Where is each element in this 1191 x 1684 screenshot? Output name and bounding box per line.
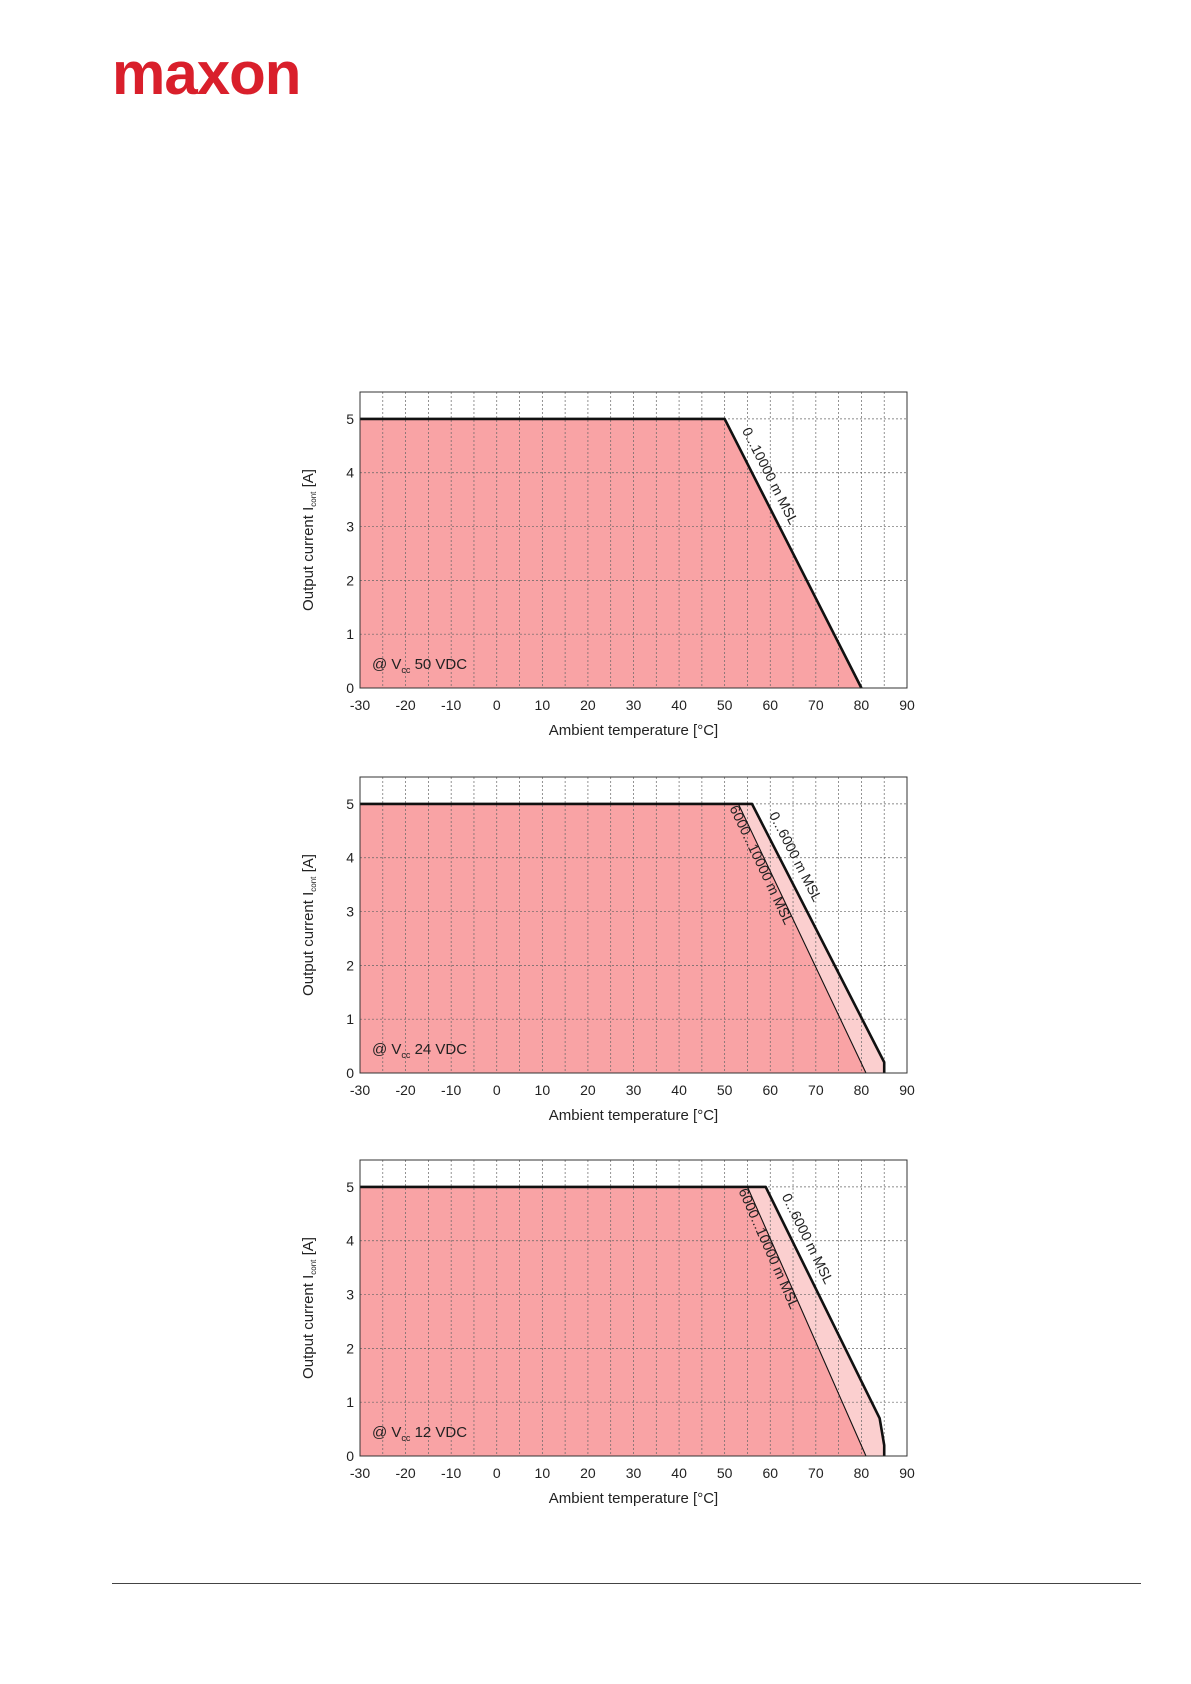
- series-line-1: [360, 1186, 867, 1457]
- x-tick-label: -20: [395, 1465, 415, 1481]
- x-tick-label: 90: [899, 1465, 915, 1481]
- x-tick-label: 0: [493, 1082, 501, 1098]
- x-tick-label: -20: [395, 697, 415, 713]
- x-tick-label: 20: [580, 697, 596, 713]
- x-tick-label: 40: [671, 1465, 687, 1481]
- y-tick-label: 4: [346, 1233, 354, 1249]
- y-tick-label: 1: [346, 1394, 354, 1410]
- y-tick-label: 4: [346, 465, 354, 481]
- y-tick-label: 5: [346, 796, 354, 812]
- y-tick-label: 0: [346, 1065, 354, 1081]
- plot-frame: [359, 776, 908, 1074]
- x-tick-label: 60: [762, 1082, 778, 1098]
- x-tick-label: 60: [762, 1465, 778, 1481]
- x-tick-label: 70: [808, 1465, 824, 1481]
- supply-voltage-annotation: @ Vcc 24 VDC: [372, 1041, 467, 1060]
- y-tick-label: 2: [346, 957, 354, 973]
- x-tick-label: 20: [580, 1465, 596, 1481]
- area-fill-series-1: [360, 1186, 866, 1456]
- x-tick-label: -30: [350, 1082, 370, 1098]
- x-tick-label: -20: [395, 1082, 415, 1098]
- supply-voltage-annotation: @ Vcc 12 VDC: [372, 1424, 467, 1443]
- x-tick-label: 0: [493, 1465, 501, 1481]
- x-tick-label: 10: [535, 1465, 551, 1481]
- derating-chart-50vdc: -30 -20 -10 0 10 20 30 40 50 60 70 80 90 0 1 2 3 4 5 Ambien…: [300, 391, 915, 739]
- y-tick-label: 4: [346, 850, 354, 866]
- footer-divider: [112, 1583, 1141, 1584]
- maxon-logo: maxon: [112, 40, 301, 107]
- x-tick-label: 50: [717, 1082, 733, 1098]
- supply-voltage-annotation: @ Vcc 50 VDC: [372, 656, 467, 675]
- x-axis-label: Ambient temperature [°C]: [549, 1490, 718, 1507]
- x-axis-label: Ambient temperature [°C]: [549, 722, 718, 739]
- x-tick-label: -10: [441, 697, 461, 713]
- x-tick-label: 30: [626, 1082, 642, 1098]
- derating-chart-24vdc: -30 -20 -10 0 10 20 30 40 50 60 70 80 90 0 1 2 3 4 5 Ambien…: [300, 776, 915, 1124]
- y-tick-label: 1: [346, 626, 354, 642]
- y-tick-label: 5: [346, 1179, 354, 1195]
- x-tick-label: 50: [717, 1465, 733, 1481]
- y-tick-label: 5: [346, 411, 354, 427]
- x-tick-label: 30: [626, 697, 642, 713]
- x-tick-label: 0: [493, 697, 501, 713]
- series-line-0: [360, 417, 863, 689]
- x-tick-label: 40: [671, 1082, 687, 1098]
- x-tick-label: 90: [899, 1082, 915, 1098]
- derating-chart-12vdc: -30 -20 -10 0 10 20 30 40 50 60 70 80 90 0 1 2 3 4 5 Ambien…: [300, 1159, 915, 1507]
- x-tick-label: 60: [762, 697, 778, 713]
- x-axis-label: Ambient temperature [°C]: [549, 1107, 718, 1124]
- y-axis-label: Output current Icont [A]: [300, 1237, 318, 1379]
- x-tick-label: 90: [899, 697, 915, 713]
- y-axis-label: Output current Icont [A]: [300, 469, 318, 611]
- x-tick-label: 30: [626, 1465, 642, 1481]
- y-tick-label: 0: [346, 680, 354, 696]
- y-tick-label: 1: [346, 1011, 354, 1027]
- x-tick-label: -10: [441, 1082, 461, 1098]
- x-tick-label: 10: [535, 697, 551, 713]
- x-tick-label: -30: [350, 697, 370, 713]
- x-tick-label: -10: [441, 1465, 461, 1481]
- plot-frame: [359, 1159, 908, 1457]
- x-tick-label: 80: [854, 1465, 870, 1481]
- y-axis-label: Output current Icont [A]: [300, 854, 318, 996]
- x-tick-label: 20: [580, 1082, 596, 1098]
- x-tick-label: 50: [717, 697, 733, 713]
- x-tick-label: -30: [350, 1465, 370, 1481]
- x-tick-label: 70: [808, 697, 824, 713]
- plot-frame: [359, 391, 908, 689]
- y-tick-label: 3: [346, 904, 354, 920]
- y-tick-label: 3: [346, 1287, 354, 1303]
- x-tick-label: 40: [671, 697, 687, 713]
- y-tick-label: 2: [346, 1340, 354, 1356]
- y-tick-label: 3: [346, 519, 354, 535]
- area-fill-series-1: [360, 803, 866, 1073]
- y-tick-label: 0: [346, 1448, 354, 1464]
- x-tick-label: 80: [854, 697, 870, 713]
- y-tick-label: 2: [346, 572, 354, 588]
- x-tick-label: 10: [535, 1082, 551, 1098]
- x-tick-label: 80: [854, 1082, 870, 1098]
- series-line-1: [360, 803, 867, 1074]
- x-tick-label: 70: [808, 1082, 824, 1098]
